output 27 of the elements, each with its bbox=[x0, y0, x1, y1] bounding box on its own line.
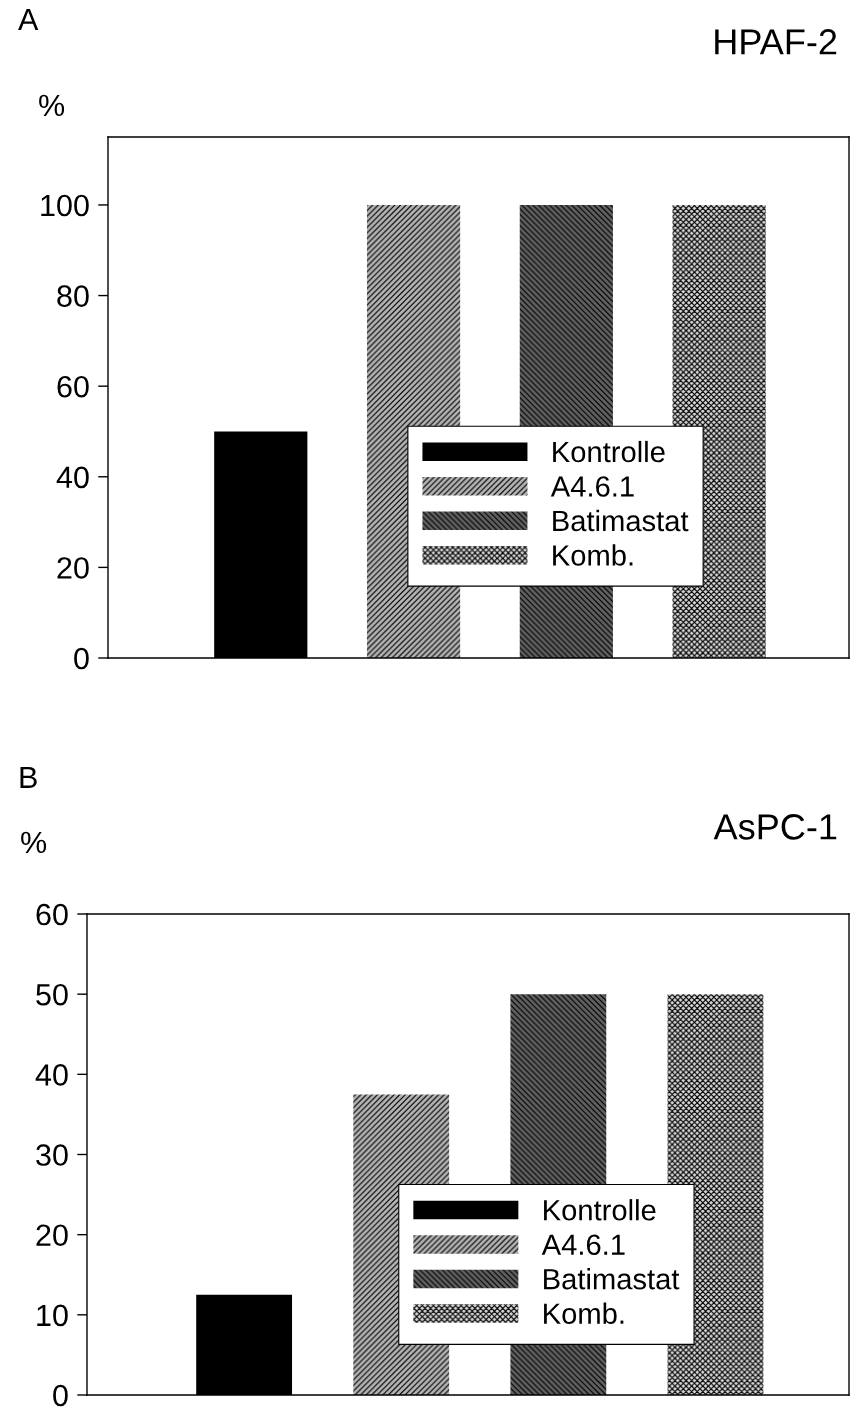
y-tick-label: 80 bbox=[57, 285, 89, 307]
legend-label: A4.6.1 bbox=[550, 476, 634, 497]
chart-title: HPAF-2 bbox=[715, 29, 837, 55]
y-tick-label: 60 bbox=[36, 903, 68, 926]
y-tick-label: 10 bbox=[37, 1304, 68, 1327]
text: B bbox=[20, 766, 37, 788]
legend-label: Komb. bbox=[544, 1302, 624, 1324]
legend-label: Batimastat bbox=[544, 1268, 680, 1290]
y-tick-label: 50 bbox=[36, 983, 68, 1006]
y-tick-label: 40 bbox=[56, 466, 89, 489]
text: A bbox=[18, 8, 39, 30]
y-tick-label: 20 bbox=[36, 1224, 68, 1247]
y-tick-label: 0 bbox=[53, 1384, 68, 1407]
y-tick-label: 60 bbox=[57, 375, 89, 398]
y-tick-label: 40 bbox=[35, 1064, 68, 1086]
legend-label: Kontrolle bbox=[544, 1199, 656, 1221]
legend-label: Kontrolle bbox=[553, 440, 665, 463]
y-axis-title: % bbox=[39, 94, 65, 117]
y-tick-label: 0 bbox=[74, 647, 89, 670]
legend-label: Batimastat bbox=[553, 509, 689, 532]
legend-label: A4.6.1 bbox=[541, 1234, 625, 1256]
y-axis-title: % bbox=[21, 831, 47, 854]
y-tick-label: 30 bbox=[36, 1144, 68, 1166]
y-tick-label: 20 bbox=[57, 557, 89, 579]
y-tick-label: 100 bbox=[41, 194, 89, 217]
legend-label: Komb. bbox=[553, 544, 633, 566]
chart-title: AsPC-1 bbox=[713, 814, 837, 840]
